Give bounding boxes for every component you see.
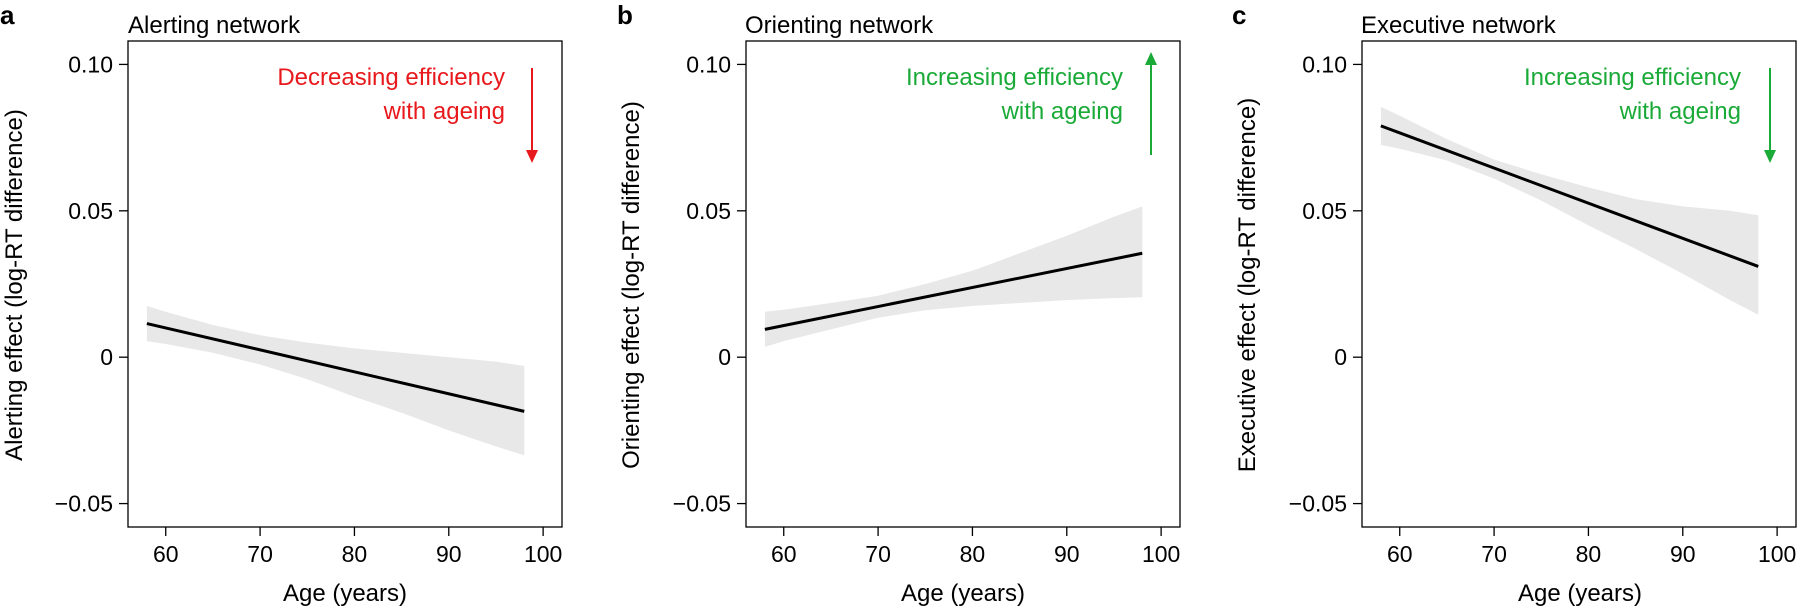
x-tick-label: 90: [1054, 541, 1080, 567]
panel-letter-a: a: [0, 0, 15, 30]
panel-alerting: a Alerting network 60 70 80 90 100 −0.05 0 0.05…: [0, 0, 563, 607]
axes-frame-executive: [1361, 40, 1797, 528]
x-tick-label: 70: [1481, 541, 1507, 567]
x-tick-label: 90: [1670, 541, 1696, 567]
y-tick-label: 0.10: [68, 51, 113, 77]
annotation-line-executive: Increasing efficiency: [1524, 64, 1741, 91]
x-tick-label: 100: [1142, 541, 1180, 567]
annotation-line-orienting: with ageing: [1001, 98, 1123, 125]
x-axis-label-orienting: Age (years): [901, 580, 1025, 607]
y-tick-label: 0: [100, 344, 113, 370]
x-tick-label: 100: [524, 541, 562, 567]
y-tick-label: 0.10: [1302, 51, 1347, 77]
y-axis-label-orienting: Orienting effect (log-RT difference): [618, 101, 645, 469]
panel-executive: c Executive network 60 70 80 90 100 −0.05 0 0.0…: [1232, 0, 1797, 607]
panel-letter-c: c: [1232, 0, 1246, 30]
x-axis-label-executive: Age (years): [1518, 580, 1642, 607]
plot-area-alerting: 60 70 80 90 100 −0.05 0 0.05 0.10 Decreasing effi…: [55, 40, 563, 567]
fit-line-orienting: [764, 251, 1143, 331]
panel-letter-b: b: [617, 0, 633, 30]
y-tick-label: −0.05: [673, 491, 731, 517]
y-tick-label: 0: [718, 344, 731, 370]
y-tick-label: −0.05: [1289, 491, 1347, 517]
panel-orienting: b Orienting network 60 70 80 90 100 −0.05 0 0.0…: [617, 0, 1181, 607]
plot-area-orienting: 60 70 80 90 100 −0.05 0 0.05 0.10 Increasing effi…: [673, 40, 1181, 567]
x-tick-label: 60: [1387, 541, 1413, 567]
confidence-band-executive: [1380, 106, 1759, 315]
plot-area-executive: 60 70 80 90 100 −0.05 0 0.05 0.10 Increasing effi…: [1289, 40, 1797, 567]
annotation-line-alerting: Decreasing efficiency: [277, 64, 505, 91]
confidence-band-orienting: [764, 206, 1143, 347]
x-tick-label: 80: [960, 541, 986, 567]
y-tick-label: 0.10: [686, 51, 731, 77]
y-tick-label: 0.05: [1302, 198, 1347, 224]
fit-line-executive: [1380, 124, 1759, 268]
y-tick-label: 0: [1334, 344, 1347, 370]
x-tick-label: 60: [153, 541, 179, 567]
annotation-line-alerting: with ageing: [383, 98, 505, 125]
y-tick-label: −0.05: [55, 491, 113, 517]
x-tick-label: 60: [771, 541, 797, 567]
confidence-band-alerting: [146, 306, 525, 456]
annotation-line-executive: with ageing: [1619, 98, 1741, 125]
x-tick-label: 70: [865, 541, 891, 567]
x-tick-label: 70: [247, 541, 273, 567]
axes-frame-orienting: [745, 40, 1181, 528]
annotation-arrow-down: [1764, 68, 1776, 163]
y-tick-label: 0.05: [686, 198, 731, 224]
axes-frame-alerting: [127, 40, 563, 528]
x-tick-label: 80: [342, 541, 368, 567]
y-axis-label-alerting: Alerting effect (log-RT difference): [1, 109, 28, 461]
annotation-arrow-down: [526, 68, 538, 163]
panel-title-alerting: Alerting network: [128, 12, 301, 39]
fit-line-alerting: [146, 322, 525, 413]
annotation-arrow-up: [1145, 52, 1157, 155]
x-tick-label: 100: [1758, 541, 1796, 567]
panel-title-executive: Executive network: [1361, 12, 1557, 39]
x-axis-label-alerting: Age (years): [283, 580, 407, 607]
x-tick-label: 80: [1576, 541, 1602, 567]
panel-title-orienting: Orienting network: [745, 12, 934, 39]
y-axis-label-executive: Executive effect (log-RT difference): [1234, 98, 1261, 472]
y-tick-label: 0.05: [68, 198, 113, 224]
annotation-line-orienting: Increasing efficiency: [906, 64, 1123, 91]
x-tick-label: 90: [436, 541, 462, 567]
